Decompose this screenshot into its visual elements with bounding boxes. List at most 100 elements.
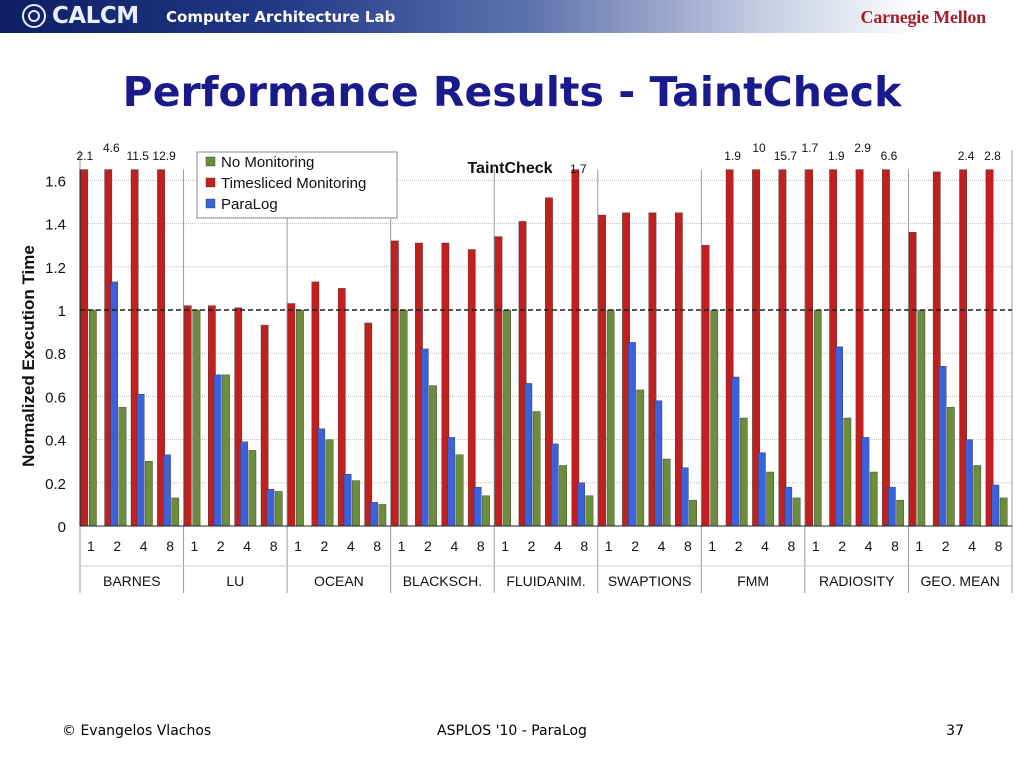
- offscale-value-label: 11.5: [126, 149, 149, 163]
- bar-paralog: [654, 400, 663, 527]
- bar-paralog: [628, 342, 636, 527]
- y-tick-label: 1.6: [45, 173, 66, 190]
- bar-no-monitoring: [352, 480, 360, 527]
- bar-paralog: [965, 439, 973, 527]
- bar-no-monitoring: [917, 309, 926, 527]
- bar-no-monitoring: [378, 504, 387, 527]
- group-label: OCEAN: [314, 573, 364, 589]
- thread-tick-label: 4: [451, 538, 459, 554]
- thread-tick-label: 4: [761, 538, 769, 554]
- calcm-logo-icon: [22, 4, 46, 28]
- thread-tick-label: 1: [398, 538, 406, 554]
- thread-tick-label: 1: [87, 538, 95, 554]
- bar-paralog: [343, 474, 352, 527]
- bar-no-monitoring: [429, 385, 437, 527]
- thread-tick-label: 2: [528, 538, 536, 554]
- y-tick-label: 0.4: [45, 433, 66, 450]
- offscale-value-label: 15.7: [774, 149, 798, 163]
- thread-tick-label: 1: [294, 538, 302, 554]
- thread-tick-label: 8: [995, 538, 1003, 554]
- chart-title: TaintCheck: [467, 160, 552, 177]
- thread-tick-label: 4: [658, 538, 666, 554]
- bar-no-monitoring: [296, 309, 304, 527]
- bar-timesliced: [467, 249, 476, 527]
- bar-paralog: [550, 443, 559, 527]
- bar-no-monitoring: [532, 411, 541, 527]
- bar-timesliced: [908, 231, 917, 527]
- bar-paralog: [240, 441, 248, 527]
- legend-label: Timesliced Monitoring: [221, 175, 366, 192]
- thread-tick-label: 4: [140, 538, 148, 554]
- thread-tick-label: 2: [942, 538, 950, 554]
- bar-paralog: [420, 348, 429, 527]
- offscale-value-label: 12.9: [152, 149, 176, 163]
- bar-no-monitoring: [896, 499, 905, 527]
- bar-paralog: [473, 486, 482, 527]
- bar-no-monitoring: [171, 497, 180, 527]
- bar-paralog: [938, 365, 947, 527]
- legend-box: [196, 151, 398, 219]
- bar-no-monitoring: [585, 495, 594, 527]
- bar-no-monitoring: [792, 497, 801, 527]
- thread-tick-label: 2: [321, 538, 329, 554]
- bar-no-monitoring: [606, 309, 615, 527]
- thread-tick-label: 1: [605, 538, 613, 554]
- thread-tick-label: 8: [891, 538, 899, 554]
- thread-tick-label: 2: [631, 538, 639, 554]
- bar-no-monitoring: [947, 407, 955, 527]
- offscale-value-label: 10: [752, 141, 766, 155]
- group-label: GEO. MEAN: [921, 573, 1000, 589]
- y-axis-label: Normalized Execution Time: [19, 245, 38, 467]
- thread-tick-label: 2: [838, 538, 846, 554]
- bar-no-monitoring: [455, 454, 464, 527]
- bar-no-monitoring: [869, 471, 878, 527]
- bar-paralog: [317, 428, 326, 527]
- thread-tick-label: 2: [217, 538, 225, 554]
- bar-no-monitoring: [766, 471, 775, 527]
- bar-paralog: [784, 486, 793, 527]
- bar-no-monitoring: [144, 461, 153, 527]
- legend-swatch: [205, 177, 216, 188]
- taintcheck-chart: 0 0.2 0.4 0.6 0.8 1 1.2 1.4 1.6 Normalized Execut…: [19, 141, 1013, 593]
- bar-paralog: [577, 482, 586, 527]
- bar-paralog: [524, 383, 533, 527]
- bar-paralog: [680, 467, 689, 527]
- y-tick-label: 0.6: [45, 389, 66, 406]
- bar-no-monitoring: [222, 374, 230, 527]
- group-label: RADIOSITY: [819, 573, 895, 589]
- offscale-value-label: 2.1: [77, 149, 94, 163]
- bar-no-monitoring: [739, 417, 748, 527]
- thread-tick-label: 8: [684, 538, 692, 554]
- thread-tick-label: 8: [166, 538, 174, 554]
- bar-timesliced: [80, 169, 89, 527]
- offscale-value-label: 2.9: [854, 141, 871, 155]
- bar-timesliced: [287, 303, 296, 527]
- bar-no-monitoring: [843, 417, 852, 527]
- bar-paralog: [163, 454, 171, 527]
- legend-label: No Monitoring: [221, 154, 314, 171]
- bar-no-monitoring: [118, 407, 127, 527]
- bar-paralog: [266, 489, 275, 527]
- bar-paralog: [136, 394, 145, 527]
- bar-paralog: [370, 502, 378, 527]
- page-number: 37: [946, 723, 964, 739]
- bar-timesliced: [701, 244, 710, 527]
- thread-tick-label: 4: [243, 538, 251, 554]
- y-tick-label: 1: [58, 303, 66, 320]
- bar-no-monitoring: [662, 458, 671, 527]
- bar-paralog: [861, 437, 870, 527]
- y-tick-label: 0.8: [45, 346, 66, 363]
- thread-tick-label: 4: [554, 538, 562, 554]
- bar-timesliced: [391, 240, 399, 527]
- group-label: BARNES: [103, 573, 161, 589]
- bar-no-monitoring: [559, 465, 567, 527]
- bar-no-monitoring: [710, 309, 719, 527]
- bar-no-monitoring: [973, 465, 982, 527]
- y-tick-label: 1.2: [45, 260, 66, 277]
- legend-swatch: [205, 198, 216, 209]
- bar-paralog: [835, 346, 843, 527]
- calcm-logo-text: CALCM: [52, 3, 139, 29]
- header-bar: CALCM Computer Architecture Lab Carnegie…: [0, 0, 1024, 33]
- university-logo: Carnegie Mellon: [860, 7, 987, 27]
- group-label: BLACKSCH.: [403, 573, 482, 589]
